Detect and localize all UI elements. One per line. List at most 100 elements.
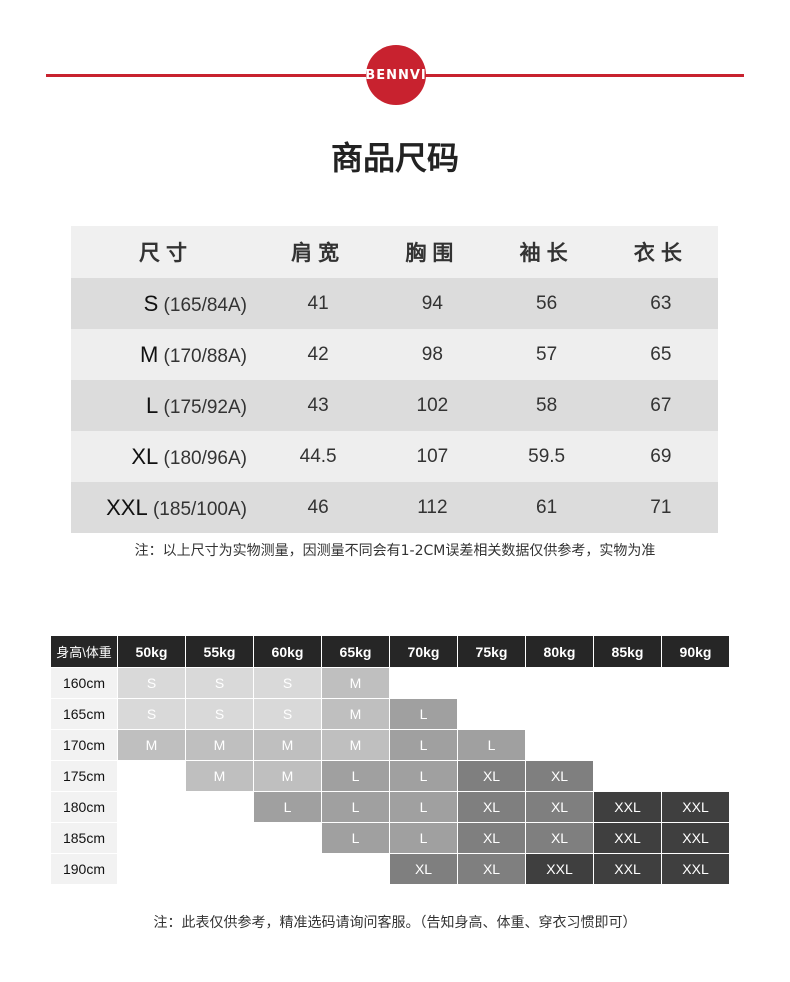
measure-cell: 63 bbox=[603, 278, 718, 329]
table-row: XXL (185/100A) 46 112 61 71 bbox=[71, 482, 718, 533]
size-reco-cell: M bbox=[185, 729, 254, 761]
size-reco-cell: XXL bbox=[593, 822, 662, 854]
corner-cell: 身高\体重 bbox=[50, 635, 118, 668]
table-row: L (175/92A) 43 102 58 67 bbox=[71, 380, 718, 431]
size-cell: L (175/92A) bbox=[71, 380, 261, 431]
size-table-header: 尺寸 肩宽 胸围 袖长 衣长 bbox=[71, 226, 718, 278]
size-cell: S (165/84A) bbox=[71, 278, 261, 329]
size-reco-cell: L bbox=[457, 729, 526, 761]
size-reco-cell bbox=[661, 698, 730, 730]
size-reco-cell bbox=[457, 698, 526, 730]
height-cell: 180cm bbox=[50, 791, 118, 823]
table-row: 165cm S S S M L bbox=[50, 698, 730, 730]
measure-cell: 42 bbox=[261, 329, 376, 380]
size-cell: M (170/88A) bbox=[71, 329, 261, 380]
page-title: 商品尺码 bbox=[330, 139, 459, 177]
size-reco-cell: XXL bbox=[661, 822, 730, 854]
size-reco-cell: XXL bbox=[593, 853, 662, 885]
measure-cell: 102 bbox=[375, 380, 490, 431]
table-row: 190cm XL XL XXL XXL XXL bbox=[50, 853, 730, 885]
header-cell: 尺寸 bbox=[71, 226, 261, 278]
size-table: 尺寸 肩宽 胸围 袖长 衣长 S (165/84A) 41 94 56 63 M (170/88A)… bbox=[71, 226, 718, 533]
brand-logo: BENNVI bbox=[365, 45, 426, 105]
size-reco-cell bbox=[321, 853, 390, 885]
recommendation-table: 身高\体重 50kg 55kg 60kg 65kg 70kg 75kg 80kg 85kg 90k… bbox=[50, 635, 730, 885]
size-reco-cell: S bbox=[253, 698, 322, 730]
size-reco-cell: L bbox=[321, 791, 390, 823]
weight-cell: 85kg bbox=[593, 635, 662, 668]
measure-cell: 98 bbox=[375, 329, 490, 380]
size-label: L bbox=[146, 392, 159, 418]
size-spec: (175/92A) bbox=[163, 396, 247, 418]
measurement-note: 注：以上尺寸为实物测量，因测量不同会有1-2CM误差相关数据仅供参考，实物为准 bbox=[134, 543, 656, 559]
size-reco-cell: XXL bbox=[593, 791, 662, 823]
size-reco-cell: XL bbox=[457, 853, 526, 885]
size-spec: (170/88A) bbox=[163, 345, 247, 367]
size-reco-cell bbox=[593, 760, 662, 792]
size-reco-cell bbox=[661, 760, 730, 792]
measure-cell: 56 bbox=[489, 278, 604, 329]
size-reco-cell bbox=[117, 760, 186, 792]
size-reco-cell: S bbox=[117, 667, 186, 699]
height-cell: 175cm bbox=[50, 760, 118, 792]
height-cell: 185cm bbox=[50, 822, 118, 854]
table-row: M (170/88A) 42 98 57 65 bbox=[71, 329, 718, 380]
size-reco-cell: S bbox=[117, 698, 186, 730]
size-cell: XXL (185/100A) bbox=[71, 482, 261, 533]
size-reco-cell: XL bbox=[457, 791, 526, 823]
size-reco-cell: M bbox=[321, 729, 390, 761]
weight-cell: 50kg bbox=[117, 635, 186, 668]
measure-cell: 67 bbox=[603, 380, 718, 431]
header-cell: 胸围 bbox=[375, 226, 490, 278]
size-reco-cell: M bbox=[117, 729, 186, 761]
size-label: M bbox=[139, 341, 159, 367]
weight-header: 身高\体重 50kg 55kg 60kg 65kg 70kg 75kg 80kg 85kg 90k… bbox=[50, 635, 730, 668]
size-reco-cell: L bbox=[389, 760, 458, 792]
size-reco-cell: XL bbox=[457, 760, 526, 792]
size-reco-cell: XXL bbox=[661, 853, 730, 885]
table-row: 175cm M M L L XL XL bbox=[50, 760, 730, 792]
size-reco-cell bbox=[593, 667, 662, 699]
size-reco-cell bbox=[185, 822, 254, 854]
size-reco-cell bbox=[593, 729, 662, 761]
measure-cell: 44.5 bbox=[261, 431, 376, 482]
height-cell: 165cm bbox=[50, 698, 118, 730]
size-reco-cell: S bbox=[253, 667, 322, 699]
table-row: 160cm S S S M bbox=[50, 667, 730, 699]
measure-cell: 61 bbox=[489, 482, 604, 533]
measure-cell: 43 bbox=[261, 380, 376, 431]
measure-cell: 69 bbox=[603, 431, 718, 482]
weight-cell: 90kg bbox=[661, 635, 730, 668]
size-reco-cell: M bbox=[253, 760, 322, 792]
size-reco-cell: L bbox=[321, 760, 390, 792]
header-cell: 衣长 bbox=[603, 226, 718, 278]
height-cell: 160cm bbox=[50, 667, 118, 699]
weight-cell: 70kg bbox=[389, 635, 458, 668]
size-spec: (180/96A) bbox=[163, 447, 247, 469]
table-row: XL (180/96A) 44.5 107 59.5 69 bbox=[71, 431, 718, 482]
size-cell: XL (180/96A) bbox=[71, 431, 261, 482]
table-row: 180cm L L L XL XL XXL XXL bbox=[50, 791, 730, 823]
measure-cell: 65 bbox=[603, 329, 718, 380]
height-cell: 190cm bbox=[50, 853, 118, 885]
size-reco-cell: XL bbox=[457, 822, 526, 854]
measure-cell: 41 bbox=[261, 278, 376, 329]
size-reco-cell: S bbox=[185, 667, 254, 699]
size-reco-cell bbox=[185, 791, 254, 823]
size-reco-cell: L bbox=[389, 698, 458, 730]
measure-cell: 94 bbox=[375, 278, 490, 329]
size-reco-cell: XL bbox=[525, 822, 594, 854]
size-reco-cell: M bbox=[321, 698, 390, 730]
measure-cell: 107 bbox=[375, 431, 490, 482]
size-reco-cell bbox=[593, 698, 662, 730]
size-reco-cell: S bbox=[185, 698, 254, 730]
weight-cell: 65kg bbox=[321, 635, 390, 668]
table-row: 170cm M M M M L L bbox=[50, 729, 730, 761]
recommendation-note: 注：此表仅供参考，精准选码请询问客服。（告知身高、体重、穿衣习惯即可） bbox=[153, 915, 637, 931]
weight-cell: 55kg bbox=[185, 635, 254, 668]
size-reco-cell bbox=[253, 822, 322, 854]
size-reco-cell bbox=[117, 822, 186, 854]
measure-cell: 58 bbox=[489, 380, 604, 431]
measure-cell: 57 bbox=[489, 329, 604, 380]
